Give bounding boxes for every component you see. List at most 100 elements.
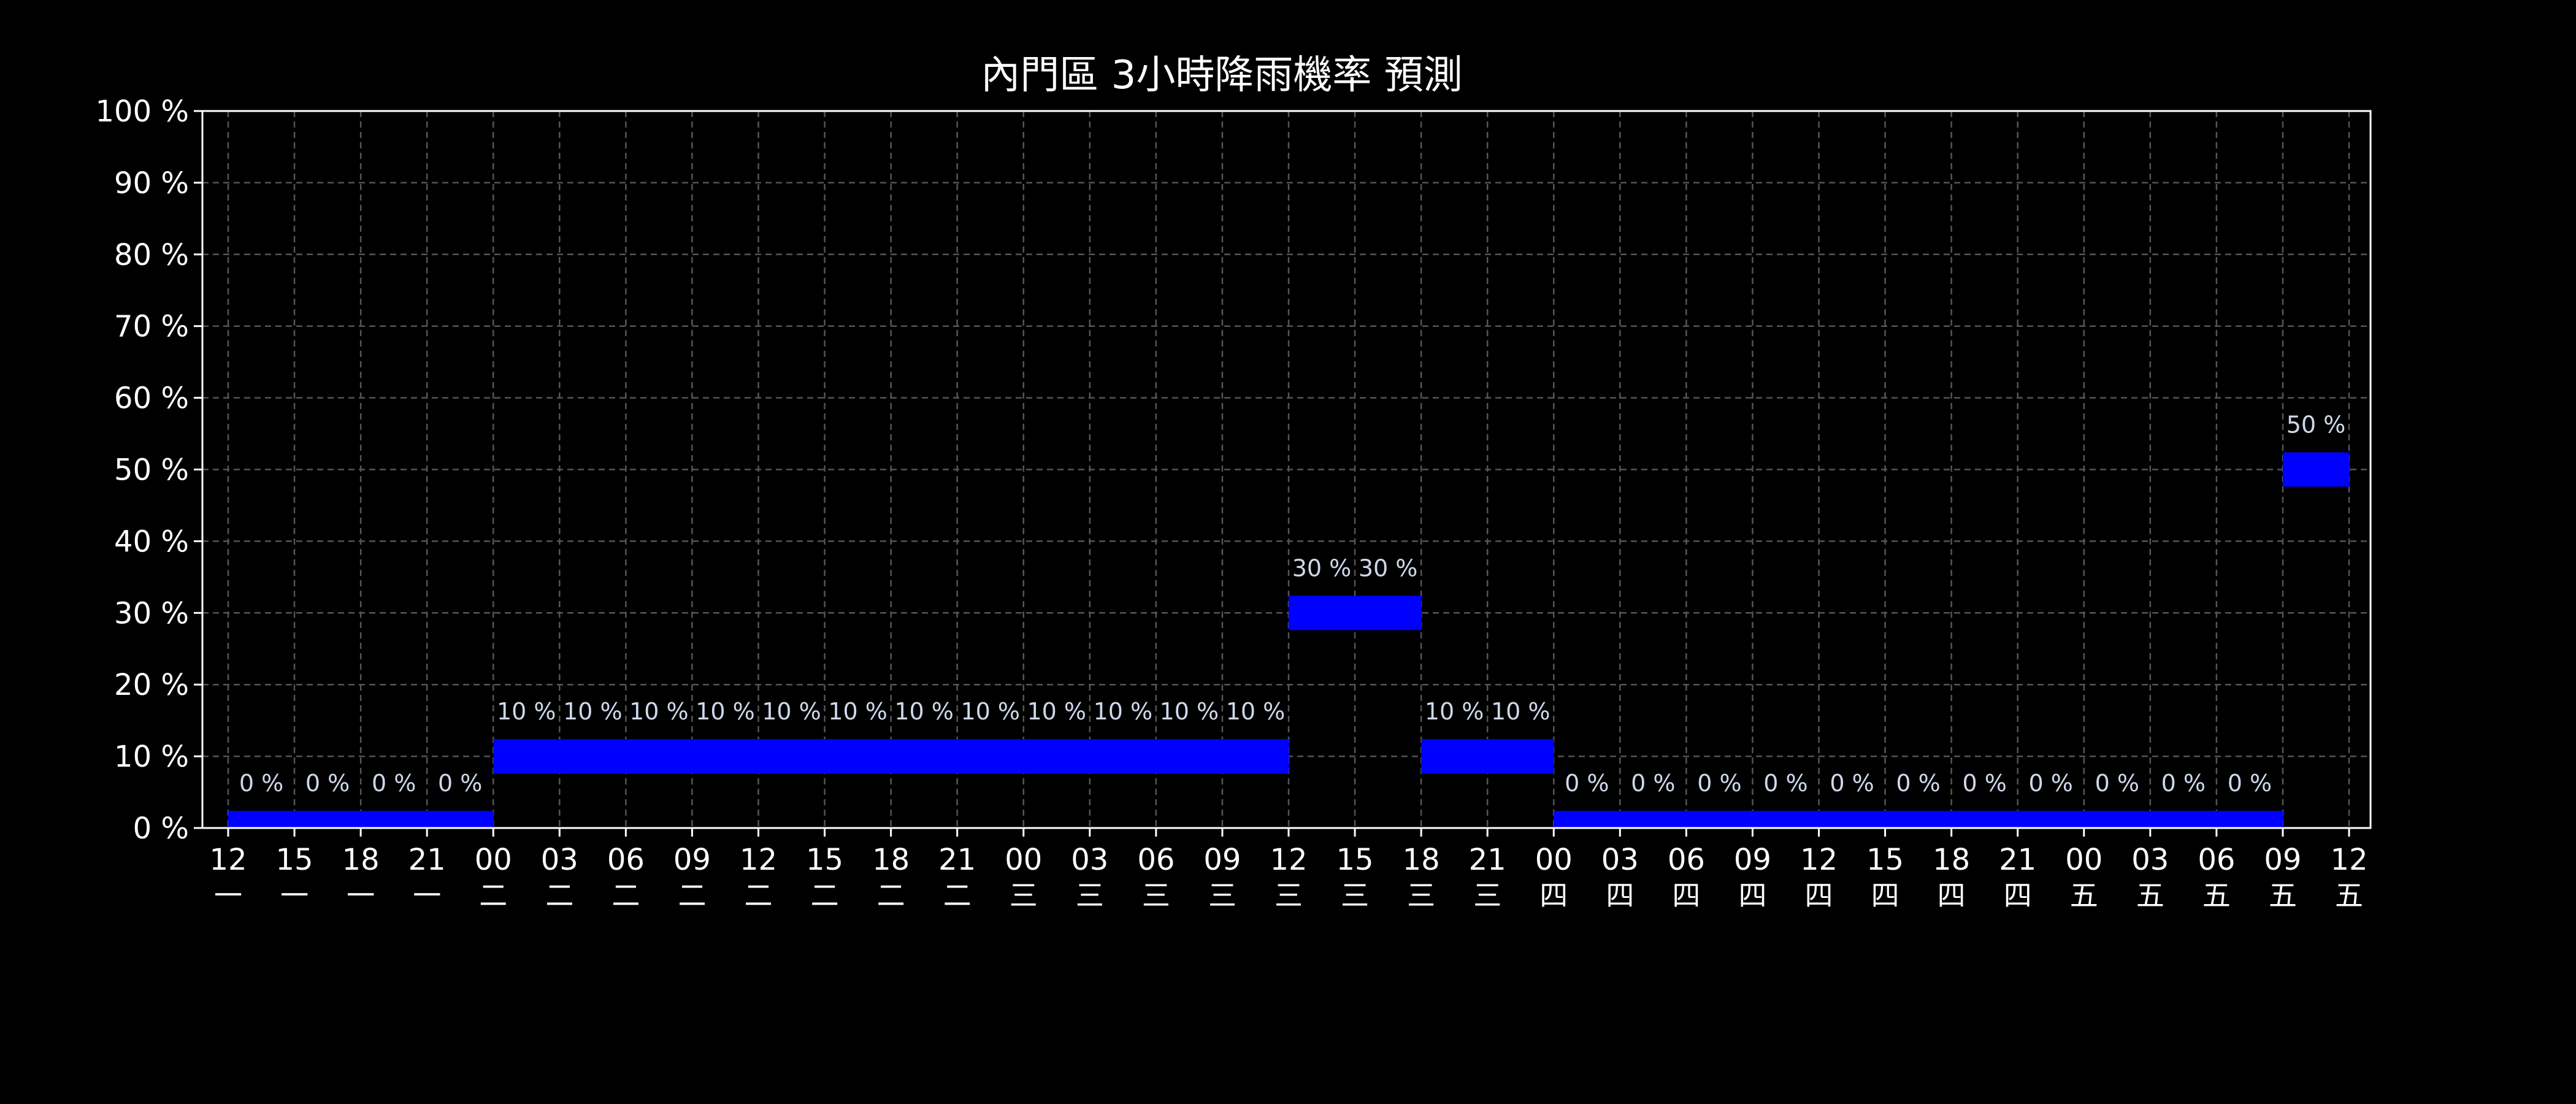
x-tick-hour: 21 [408,843,446,877]
x-tick-hour: 15 [1336,843,1374,877]
x-tick-hour: 03 [2131,843,2169,877]
x-tick-hour: 00 [1535,843,1573,877]
value-label: 0 % [372,770,416,797]
value-label: 0 % [305,770,350,797]
x-tick-hour: 21 [938,843,976,877]
x-tick-hour: 00 [2065,843,2103,877]
x-tick-day: 二 [877,879,905,912]
bar-segment [1951,811,2018,828]
x-tick-hour: 15 [276,843,313,877]
y-tick-label: 40 % [114,524,189,559]
value-label: 10 % [629,698,689,725]
x-tick-day: 一 [413,879,441,912]
bars [228,452,2350,828]
y-tick-label: 80 % [114,238,189,272]
bar-segment [2083,811,2151,828]
x-tick-day: 二 [678,879,706,912]
x-tick-hour: 21 [1999,843,2036,877]
bar-segment [294,811,361,828]
x-tick-hour: 03 [541,843,578,877]
value-label: 10 % [563,698,623,725]
value-label: 10 % [696,698,755,725]
value-label: 0 % [239,770,283,797]
value-label: 10 % [1160,698,1219,725]
bar-segment [1023,739,1091,774]
x-tick-day: 二 [479,879,507,912]
x-tick-day: 三 [1407,879,1435,912]
x-tick-day: 四 [1805,879,1833,912]
x-tick-hour: 18 [872,843,910,877]
x-tick-day: 三 [1341,879,1369,912]
x-tick-day: 四 [1738,879,1766,912]
bar-segment [626,739,692,774]
x-tick-hour: 09 [673,843,711,877]
value-label: 10 % [828,698,887,725]
bar-segment [1222,739,1289,774]
x-tick-day: 二 [943,879,972,912]
x-tick-hour: 12 [1800,843,1838,877]
x-tick-hour: 12 [740,843,777,877]
value-label: 0 % [1565,770,1609,797]
bar-segment [2150,811,2217,828]
x-tick-day: 四 [1606,879,1634,912]
x-tick-day: 五 [2202,879,2231,912]
value-label: 0 % [1697,770,1741,797]
value-label: 10 % [762,698,821,725]
value-label: 0 % [2029,770,2073,797]
value-label: 0 % [1763,770,1807,797]
value-label: 10 % [960,698,1020,725]
x-tick-hour: 18 [1403,843,1440,877]
x-tick-day: 四 [2004,879,2032,912]
x-tick-day: 三 [1142,879,1170,912]
bar-segment [427,811,494,828]
x-tick-day: 二 [811,879,839,912]
x-tick-hour: 03 [1071,843,1108,877]
x-tick-day: 五 [2136,879,2164,912]
x-tick-hour: 00 [475,843,512,877]
x-tick-hour: 18 [342,843,380,877]
bar-segment [891,739,958,774]
bar-segment [1089,739,1157,774]
x-tick-day: 四 [1672,879,1700,912]
x-tick-hour: 12 [1270,843,1307,877]
x-tick-day: 四 [1871,879,1899,912]
bar-segment [559,739,626,774]
chart-title: 內門區 3小時降雨機率 預測 [981,53,1462,98]
bar-segment [493,739,560,774]
bar-segment [1819,811,1886,828]
plot-frame [201,110,2372,829]
value-label: 30 % [1359,554,1418,581]
x-tick-hour: 00 [1005,843,1042,877]
bar-segment [228,811,295,828]
x-tick-day: 五 [2335,879,2363,912]
axes: 0 % 10 % 20 % 30 % 40 % 50 % 60 % 70 % 80 % 90 % 1… [96,94,2372,912]
value-label: 10 % [497,698,556,725]
x-tick-day: 三 [1208,879,1236,912]
value-label: 0 % [438,770,482,797]
value-label: 0 % [1631,770,1675,797]
bar-segment [1355,596,1422,631]
x-tick-hour: 09 [2264,843,2301,877]
bar-segment [1885,811,1952,828]
x-tick-hour: 12 [2330,843,2367,877]
x-tick-day: 二 [545,879,573,912]
x-tick-hour: 12 [209,843,247,877]
x-tick-hour: 06 [2198,843,2235,877]
x-tick-day: 三 [1010,879,1038,912]
y-tick-label: 100 % [96,94,189,129]
value-label: 0 % [1830,770,1874,797]
y-tick-label: 70 % [114,310,189,344]
bar-segment [1289,596,1355,631]
value-label: 0 % [2095,770,2139,797]
bar-segment [2216,811,2283,828]
x-tick-hour: 15 [806,843,843,877]
y-tick-label: 10 % [114,740,189,774]
y-tick-label: 30 % [114,596,189,631]
x-tick-day: 一 [214,879,242,912]
value-label: 0 % [2228,770,2272,797]
bar-segment [2282,452,2350,487]
x-tick-hour: 06 [607,843,645,877]
bar-segment [2017,811,2085,828]
bar-segment [692,739,759,774]
